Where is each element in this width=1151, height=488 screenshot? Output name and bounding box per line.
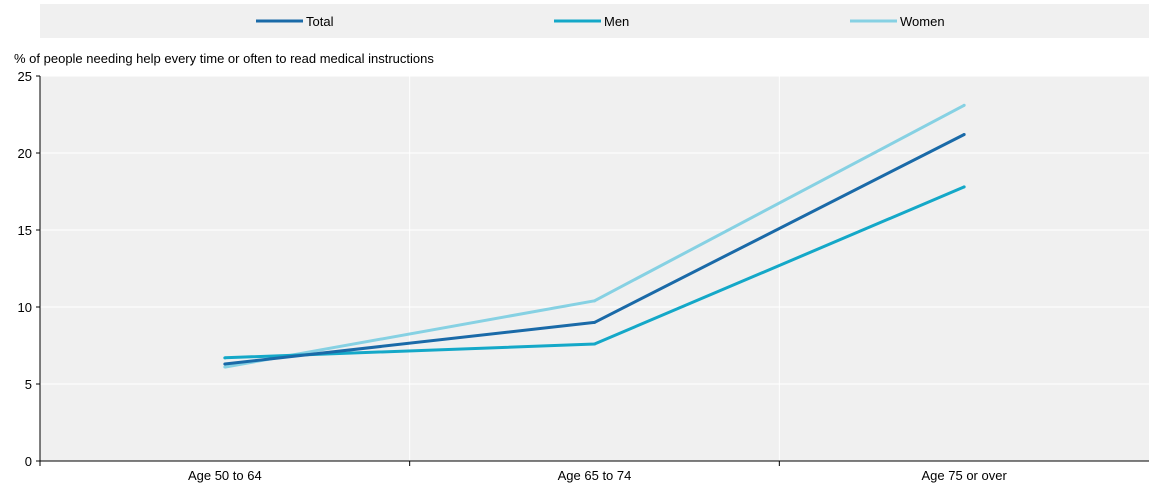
y-tick-label: 25 [18,69,32,84]
data-point-total [223,362,227,366]
plot-area [40,76,1149,461]
x-axis-ticks: Age 50 to 64 Age 65 to 74 Age 75 or over [39,461,1008,483]
legend-label-total: Total [306,14,334,29]
data-point-women [593,299,596,303]
data-point-women [223,365,227,369]
y-tick-label: 5 [25,377,32,392]
y-tick-label: 15 [18,223,32,238]
legend-label-men: Men [604,14,629,29]
data-point-men [962,185,966,189]
x-tick-label: Age 65 to 74 [558,468,632,483]
gridlines [40,75,1149,461]
x-tick-label: Age 75 or over [922,468,1008,483]
y-tick-label: 0 [25,454,32,469]
data-point-men [223,356,227,360]
series-lines [223,103,966,369]
legend-label-women: Women [900,14,945,29]
y-axis-label: % of people needing help every time or o… [14,51,434,66]
data-point-total [962,133,966,137]
legend: Total Men Women [256,14,945,29]
x-tick-label: Age 50 to 64 [188,468,262,483]
data-point-women [962,103,966,107]
data-point-total [593,320,596,324]
y-axis-ticks: 0 5 10 15 20 25 [18,69,40,469]
data-point-men [593,342,596,346]
y-tick-label: 20 [18,146,32,161]
y-tick-label: 10 [18,300,32,315]
